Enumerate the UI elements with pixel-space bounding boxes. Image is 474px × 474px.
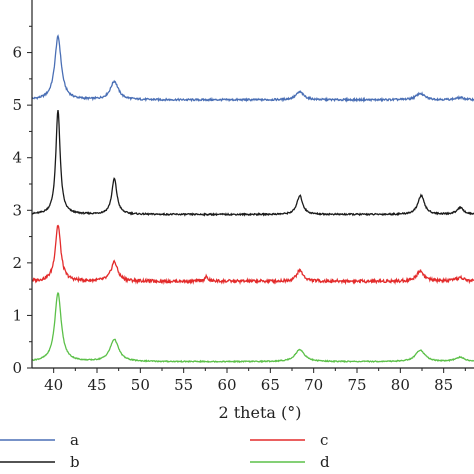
x-tick-label: 45 xyxy=(87,376,106,394)
series-line-b xyxy=(31,110,474,217)
y-tick-label: 2 xyxy=(12,254,22,272)
x-tick-label: 80 xyxy=(391,376,410,394)
x-tick-label: 40 xyxy=(44,376,63,394)
x-tick-label: 60 xyxy=(217,376,236,394)
x-tick-label: 65 xyxy=(261,376,280,394)
x-tick-label: 85 xyxy=(434,376,453,394)
series-line-a xyxy=(31,34,474,103)
x-tick-label: 50 xyxy=(131,376,150,394)
x-tick-label: 70 xyxy=(304,376,323,394)
y-tick-label: 5 xyxy=(12,96,22,114)
y-tick-label: 6 xyxy=(12,44,22,62)
x-axis-title: 2 theta (°) xyxy=(218,403,301,422)
legend-label-d: d xyxy=(320,453,330,471)
y-tick-label: 1 xyxy=(12,306,22,324)
plot-area xyxy=(31,34,474,364)
legend-label-b: b xyxy=(70,453,80,471)
legend: ab cd xyxy=(0,431,330,471)
legend-label-c: c xyxy=(320,431,328,449)
x-tick-label: 55 xyxy=(174,376,193,394)
series-line-c xyxy=(31,224,474,286)
series-line-d xyxy=(31,291,474,364)
legend-label-a: a xyxy=(70,431,79,449)
y-tick-label: 4 xyxy=(12,149,22,167)
x-tick-label: 75 xyxy=(347,376,366,394)
y-tick-label: 3 xyxy=(12,201,22,219)
y-tick-label: 0 xyxy=(12,359,22,377)
